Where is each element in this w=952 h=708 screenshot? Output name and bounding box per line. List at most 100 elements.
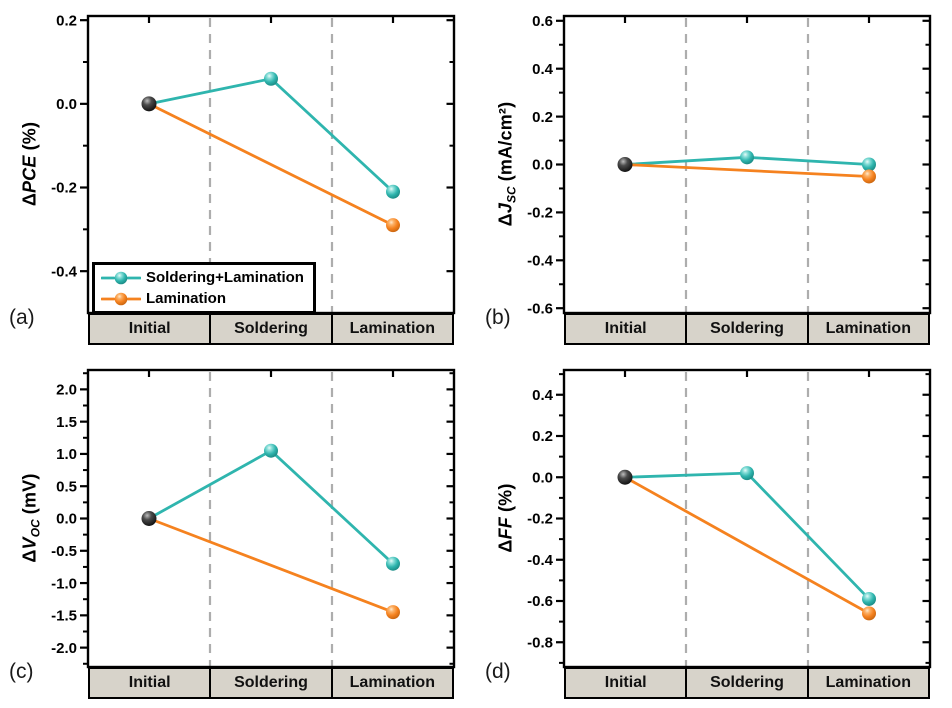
category-cell-initial: Initial (604, 674, 647, 691)
y-tick-label: -0.4 (527, 552, 554, 569)
y-tick-label: 0.4 (532, 61, 554, 78)
axis-unit: (%) (19, 121, 40, 151)
y-tick-label: 0.0 (56, 511, 77, 528)
y-axis-label-ff: ΔFF (%) (496, 483, 519, 552)
legend-marker-teal-icon (101, 271, 141, 284)
y-tick-label: -0.2 (527, 511, 553, 528)
delta-symbol: Δ (495, 539, 516, 553)
delta-symbol: Δ (19, 549, 40, 563)
panel-c: 2.0 1.5 1.0 0.5 0.0 -0.5 -1.0 -1.5 -2.0 ΔVOC (mV)… (0, 354, 476, 708)
legend: Soldering+Lamination Lamination (92, 262, 316, 314)
data-point-orange (386, 605, 400, 620)
panel-letter-d: (d) (485, 660, 511, 683)
panel-letter-b: (b) (485, 306, 511, 329)
data-point-initial (141, 511, 157, 526)
data-point-teal (862, 591, 876, 606)
y-tick-label: -0.4 (51, 263, 78, 280)
plot-area-a: 0.2 0.0 -0.2 -0.4 (51, 12, 456, 315)
y-tick-label: -0.8 (527, 634, 553, 651)
category-cell-lamination: Lamination (330, 669, 452, 697)
y-tick-label: 0.6 (532, 13, 553, 30)
y-axis-label-jsc: ΔJSC (mA/cm²) (496, 102, 519, 227)
data-point-orange (862, 606, 876, 621)
category-cell-lamination: Lamination (806, 315, 928, 343)
legend-sphere (114, 271, 128, 284)
panel-d: 0.4 0.2 0.0 -0.2 -0.4 -0.6 -0.8 ΔFF (%) Initial… (476, 354, 952, 708)
legend-label: Soldering+Lamination (146, 269, 304, 286)
quantity-symbol: PCE (19, 155, 40, 194)
y-tick-label: 0.2 (532, 109, 553, 126)
data-point-teal (740, 466, 754, 481)
series-line-orange (147, 517, 395, 614)
y-tick-label: -2.0 (51, 640, 77, 657)
category-cell-soldering: Soldering (685, 315, 806, 343)
quantity-symbol: J (495, 202, 516, 214)
data-point-orange (862, 169, 876, 184)
data-point-initial (141, 96, 157, 112)
category-band: Initial Soldering Lamination (88, 667, 454, 699)
category-band: Initial Soldering Lamination (564, 313, 930, 345)
category-band: Initial Soldering Lamination (88, 313, 454, 345)
series-line-orange (147, 102, 395, 227)
legend-sphere (114, 292, 128, 305)
panel-letter-c: (c) (9, 660, 34, 683)
y-tick-label: 0.2 (532, 428, 553, 445)
y-tick-label: 0.0 (532, 157, 553, 174)
y-tick-label: -0.2 (51, 180, 77, 197)
plot-area-d: 0.4 0.2 0.0 -0.2 -0.4 -0.6 -0.8 (527, 368, 932, 669)
data-point-teal (862, 157, 876, 172)
axis-unit: (%) (495, 483, 516, 513)
panel-b: 0.6 0.4 0.2 0.0 -0.2 -0.4 -0.6 ΔJSC (mA/cm²) In… (476, 0, 952, 354)
series-line-teal (147, 77, 395, 194)
legend-label: Lamination (146, 290, 227, 307)
category-band: Initial Soldering Lamination (564, 667, 930, 699)
y-axis-label-voc: ΔVOC (mV) (20, 473, 43, 562)
y-tick-label: 0.0 (56, 96, 77, 113)
data-point-teal (264, 71, 278, 86)
category-cell-initial: Initial (604, 320, 647, 337)
y-tick-label: 0.0 (532, 469, 553, 486)
quantity-subscript: OC (28, 519, 43, 538)
delta-symbol: Δ (19, 193, 40, 207)
category-cell-lamination: Lamination (330, 315, 452, 343)
legend-marker-orange-icon (101, 292, 141, 305)
series-line-orange (623, 475, 871, 615)
panel-letter-a: (a) (9, 306, 35, 329)
series-line-teal (623, 471, 871, 601)
quantity-subscript: SC (504, 186, 519, 203)
quantity-symbol: FF (495, 517, 516, 540)
quantity-symbol: V (19, 537, 40, 550)
data-point-teal (386, 184, 400, 199)
category-cell-initial: Initial (128, 320, 171, 337)
category-cell-lamination: Lamination (806, 669, 928, 697)
data-point-teal (386, 556, 400, 571)
y-tick-label: 1.0 (56, 446, 77, 463)
y-tick-label: -0.6 (527, 300, 553, 317)
plot-area-c: 2.0 1.5 1.0 0.5 0.0 -0.5 -1.0 -1.5 -2.0 (51, 368, 456, 669)
series-line-teal (147, 448, 395, 566)
legend-entry-soldering-lamination: Soldering+Lamination (101, 267, 304, 288)
panel-a: 0.2 0.0 -0.2 -0.4 ΔPCE (%) Initial Soldering… (0, 0, 476, 354)
data-point-teal (740, 150, 754, 165)
y-axis-label-pce: ΔPCE (%) (20, 122, 43, 206)
y-tick-label: 0.4 (532, 387, 554, 404)
delta-symbol: Δ (495, 213, 516, 227)
y-tick-label: -0.4 (527, 253, 554, 270)
y-tick-label: -0.2 (527, 205, 553, 222)
series-line-orange (623, 163, 871, 178)
y-tick-label: 0.2 (56, 12, 77, 29)
data-point-initial (617, 469, 633, 485)
plot-area-b: 0.6 0.4 0.2 0.0 -0.2 -0.4 -0.6 (527, 13, 932, 317)
axis-unit: (mA/cm²) (495, 101, 516, 182)
y-tick-label: -0.5 (51, 543, 77, 560)
y-tick-label: -1.5 (51, 608, 77, 625)
legend-entry-lamination: Lamination (101, 288, 304, 309)
category-cell-soldering: Soldering (209, 315, 330, 343)
category-cell-initial: Initial (128, 674, 171, 691)
y-tick-label: 2.0 (56, 382, 77, 399)
category-cell-soldering: Soldering (209, 669, 330, 697)
data-point-initial (617, 157, 633, 172)
y-tick-label: -0.6 (527, 593, 553, 610)
y-tick-label: 0.5 (56, 478, 77, 495)
